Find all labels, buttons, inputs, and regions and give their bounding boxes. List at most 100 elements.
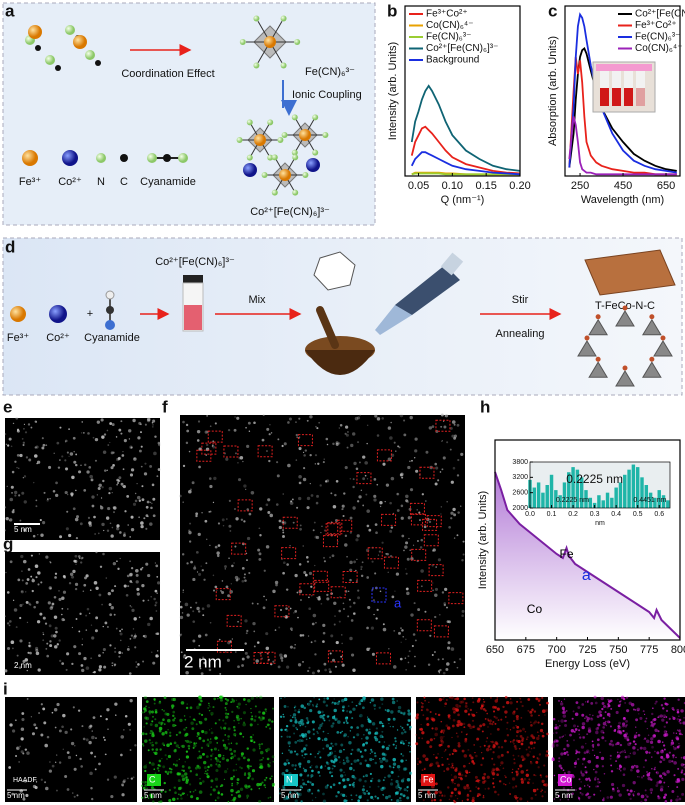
texture [297, 616, 299, 619]
texture [415, 716, 419, 720]
texture [230, 788, 234, 793]
texture [375, 727, 378, 730]
texture [48, 465, 52, 469]
texture [540, 790, 542, 793]
texture [420, 705, 424, 709]
texture [434, 713, 437, 715]
texture [154, 772, 157, 775]
texture [233, 428, 237, 432]
texture [394, 746, 397, 750]
texture [207, 707, 210, 709]
texture [175, 744, 179, 748]
texture [441, 658, 444, 661]
atom [62, 150, 78, 166]
texture [266, 750, 268, 753]
texture [410, 613, 414, 617]
texture [199, 781, 203, 785]
texture [673, 774, 676, 777]
texture [192, 639, 196, 643]
texture [675, 798, 679, 802]
eds-map [279, 697, 411, 802]
texture [442, 698, 444, 700]
texture [100, 506, 104, 510]
texture [450, 647, 455, 651]
texture [153, 768, 156, 771]
texture [157, 769, 160, 772]
texture [657, 716, 659, 719]
texture [604, 739, 607, 742]
texture [381, 736, 384, 738]
texture [182, 655, 187, 659]
texture [20, 737, 24, 741]
texture [310, 641, 313, 644]
texture [230, 742, 233, 744]
stem-image [5, 552, 160, 675]
texture [287, 762, 290, 765]
texture [555, 724, 557, 726]
texture [529, 721, 532, 724]
bar [575, 469, 580, 508]
texture [299, 773, 303, 777]
texture [234, 508, 236, 510]
texture [262, 606, 266, 610]
texture [159, 800, 163, 804]
texture [14, 460, 17, 463]
texture [348, 783, 352, 787]
texture [336, 731, 340, 734]
atom [236, 137, 243, 143]
texture [243, 576, 246, 579]
texture [145, 716, 150, 721]
texture [112, 451, 115, 454]
texture [416, 757, 419, 760]
texture [638, 713, 640, 715]
texture [212, 788, 216, 792]
texture [281, 444, 284, 448]
texture [146, 500, 150, 504]
texture [395, 450, 397, 452]
texture [248, 512, 252, 516]
texture [313, 639, 317, 643]
texture [477, 727, 481, 731]
texture [35, 576, 38, 579]
texture [679, 722, 682, 725]
texture [222, 739, 225, 742]
texture [619, 765, 623, 769]
texture [260, 742, 264, 746]
texture [265, 710, 267, 713]
texture [315, 621, 317, 624]
texture [319, 775, 321, 777]
texture [176, 760, 178, 762]
texture [678, 721, 680, 723]
texture [519, 729, 522, 733]
texture [195, 550, 199, 554]
texture [135, 661, 137, 663]
texture [179, 615, 184, 620]
texture [321, 710, 324, 714]
texture [428, 764, 432, 768]
texture [411, 459, 413, 462]
panel-a-box [2, 2, 376, 226]
texture [487, 718, 489, 720]
texture [392, 771, 394, 774]
texture [442, 732, 445, 734]
texture [279, 715, 283, 718]
texture [54, 645, 58, 649]
texture [367, 731, 372, 735]
legend-label: Fe(CN)₆³⁻ [635, 32, 680, 43]
texture [407, 465, 411, 470]
texture [333, 698, 335, 700]
texture [245, 488, 247, 490]
texture [208, 709, 211, 712]
texture [202, 760, 207, 765]
texture [304, 573, 308, 577]
texture [342, 706, 345, 709]
texture [543, 783, 546, 787]
texture [440, 425, 443, 428]
texture [250, 707, 252, 710]
texture [122, 533, 126, 537]
scale-label: 2 nm [14, 661, 32, 670]
texture [37, 668, 41, 672]
texture [398, 769, 400, 771]
texture [168, 771, 170, 773]
texture [91, 636, 95, 640]
